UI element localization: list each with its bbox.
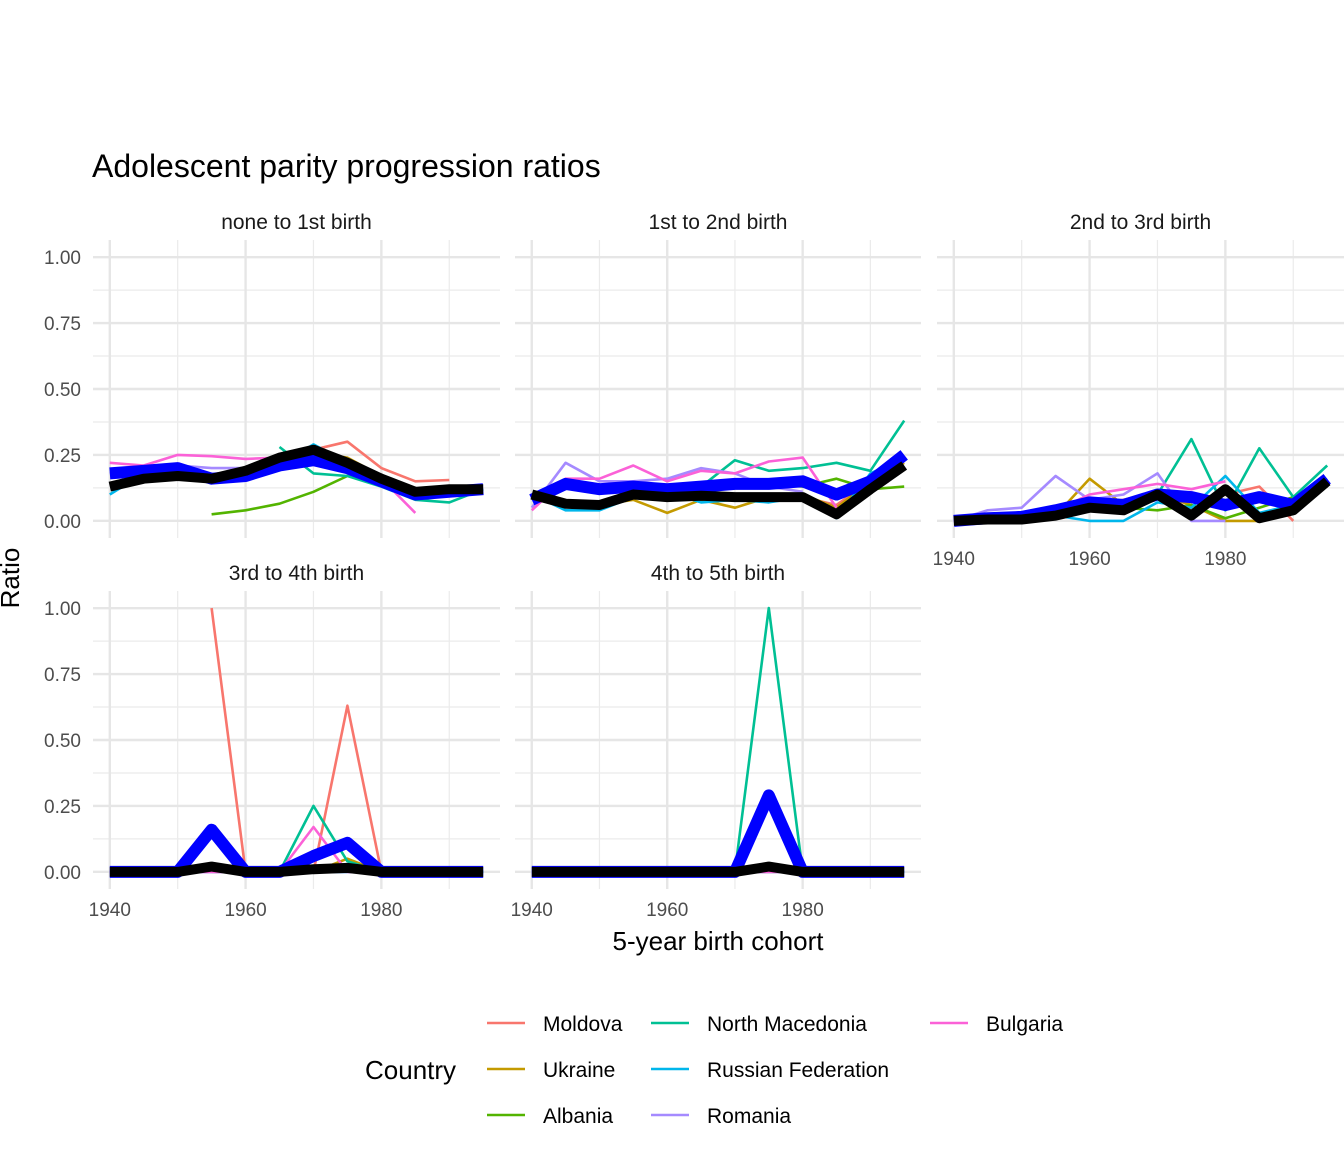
y-tick-label: 0.75 bbox=[44, 665, 81, 686]
strip-label: 3rd to 4th birth bbox=[229, 562, 364, 585]
x-tick-label: 1940 bbox=[933, 549, 975, 570]
y-tick-label: 0.00 bbox=[44, 512, 81, 533]
legend-label-moldova: Moldova bbox=[543, 1013, 623, 1036]
x-tick-label: 1960 bbox=[646, 900, 688, 921]
legend-label-north-macedonia: North Macedonia bbox=[707, 1013, 867, 1036]
series-line-pooled bbox=[108, 444, 484, 497]
legend-label-ukraine: Ukraine bbox=[543, 1059, 615, 1082]
x-tick-label: 1960 bbox=[1068, 549, 1110, 570]
strip-label: 1st to 2nd birth bbox=[649, 211, 788, 234]
chart-title: Adolescent parity progression ratios bbox=[92, 148, 601, 184]
y-tick-label: 1.00 bbox=[44, 248, 81, 269]
facet-panel-1: none to 1st birth 0.00 0.25 0.50 0.75 1.00 bbox=[44, 211, 500, 538]
legend: Country Moldova Ukraine Albania North Maced… bbox=[365, 1013, 1063, 1128]
series-line-mean bbox=[529, 450, 908, 506]
series-line-pooled bbox=[953, 477, 1331, 526]
legend-label-bulgaria: Bulgaria bbox=[986, 1013, 1063, 1036]
series-line-pooled bbox=[109, 861, 484, 877]
strip-label: none to 1st birth bbox=[221, 211, 372, 234]
strip-label: 4th to 5th birth bbox=[651, 562, 785, 585]
facet-panel-5: 4th to 5th birth 1940 1960 1980 bbox=[511, 562, 921, 921]
legend-label-russian-federation: Russian Federation bbox=[707, 1059, 889, 1082]
legend-label-romania: Romania bbox=[707, 1105, 791, 1128]
y-tick-label: 0.25 bbox=[44, 797, 81, 818]
x-tick-label: 1980 bbox=[782, 900, 824, 921]
legend-label-albania: Albania bbox=[543, 1105, 613, 1128]
legend-title: Country bbox=[365, 1055, 456, 1085]
y-tick-label: 0.75 bbox=[44, 314, 81, 335]
x-tick-label: 1940 bbox=[511, 900, 553, 921]
y-tick-label: 0.50 bbox=[44, 380, 81, 401]
facet-panel-3: 2nd to 3rd birth 1940 1960 1980 bbox=[933, 211, 1344, 570]
x-axis-title: 5-year birth cohort bbox=[613, 926, 825, 956]
series-line-north-macedonia bbox=[700, 419, 906, 488]
x-tick-label: 1960 bbox=[224, 900, 266, 921]
strip-label: 2nd to 3rd birth bbox=[1070, 211, 1211, 234]
facet-panel-2: 1st to 2nd birth bbox=[515, 211, 921, 538]
y-tick-label: 0.00 bbox=[44, 863, 81, 884]
y-axis-title: Ratio bbox=[0, 548, 25, 609]
x-tick-label: 1980 bbox=[1204, 549, 1246, 570]
series-line-pooled bbox=[530, 461, 908, 520]
facet-panel-4: 3rd to 4th birth 0.00 0.25 0.50 0.75 1.00 1940… bbox=[44, 562, 500, 921]
x-tick-label: 1980 bbox=[360, 900, 402, 921]
y-tick-label: 1.00 bbox=[44, 599, 81, 620]
series-line-bulgaria bbox=[530, 456, 838, 512]
facet-panels: none to 1st birth 0.00 0.25 0.50 0.75 1.00 1st… bbox=[44, 211, 1344, 921]
x-tick-label: 1940 bbox=[89, 900, 131, 921]
y-tick-label: 0.50 bbox=[44, 731, 81, 752]
y-tick-label: 0.25 bbox=[44, 446, 81, 467]
series-line-pooled bbox=[531, 861, 905, 877]
